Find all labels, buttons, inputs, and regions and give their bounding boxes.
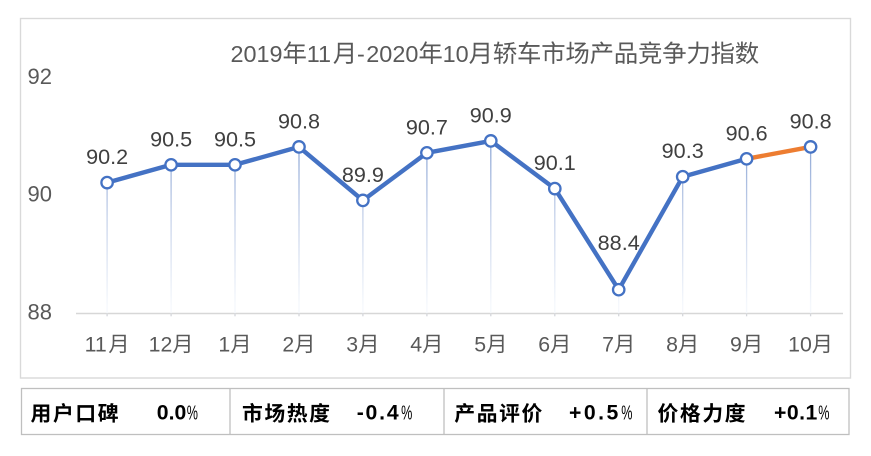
svg-text:2019: 2019 <box>231 41 283 67</box>
svg-text:90.3: 90.3 <box>662 138 704 163</box>
svg-text:90.7: 90.7 <box>406 114 448 139</box>
svg-text:5: 5 <box>474 333 486 357</box>
svg-text:88: 88 <box>28 299 52 324</box>
svg-text:6: 6 <box>538 333 550 357</box>
svg-text:89.9: 89.9 <box>342 162 384 187</box>
svg-text:-0.4: -0.4 <box>357 402 401 425</box>
svg-text:10: 10 <box>443 41 469 67</box>
svg-text:90.9: 90.9 <box>470 103 512 128</box>
svg-text:90.1: 90.1 <box>534 150 576 175</box>
svg-text:4: 4 <box>410 333 422 357</box>
svg-text:8: 8 <box>666 333 678 357</box>
svg-text:%: % <box>818 402 829 425</box>
svg-text:90.5: 90.5 <box>150 126 192 151</box>
svg-text:%: % <box>621 402 632 425</box>
svg-text:+0.1: +0.1 <box>774 402 818 425</box>
svg-text:90.2: 90.2 <box>86 144 128 169</box>
svg-text:0.0: 0.0 <box>157 402 186 425</box>
svg-text:3: 3 <box>346 333 358 357</box>
svg-text:12: 12 <box>149 333 173 357</box>
svg-text:90.5: 90.5 <box>214 126 256 151</box>
svg-text:-: - <box>357 41 365 67</box>
svg-text:90: 90 <box>28 182 52 207</box>
svg-text:7: 7 <box>602 333 614 357</box>
svg-text:2: 2 <box>282 333 294 357</box>
svg-text:90.8: 90.8 <box>790 109 832 134</box>
svg-text:9: 9 <box>730 333 742 357</box>
svg-text:11: 11 <box>85 333 107 357</box>
svg-text:+0.5: +0.5 <box>569 402 621 425</box>
svg-text:10: 10 <box>788 333 812 357</box>
svg-text:90.8: 90.8 <box>278 109 320 134</box>
svg-text:90.6: 90.6 <box>726 120 768 145</box>
svg-text:%: % <box>401 402 412 425</box>
svg-text:88.4: 88.4 <box>598 230 640 255</box>
svg-text:%: % <box>187 402 198 425</box>
svg-text:2020: 2020 <box>366 41 418 67</box>
svg-text:11: 11 <box>307 41 331 67</box>
svg-text:92: 92 <box>28 64 52 89</box>
svg-text:1: 1 <box>218 333 230 357</box>
